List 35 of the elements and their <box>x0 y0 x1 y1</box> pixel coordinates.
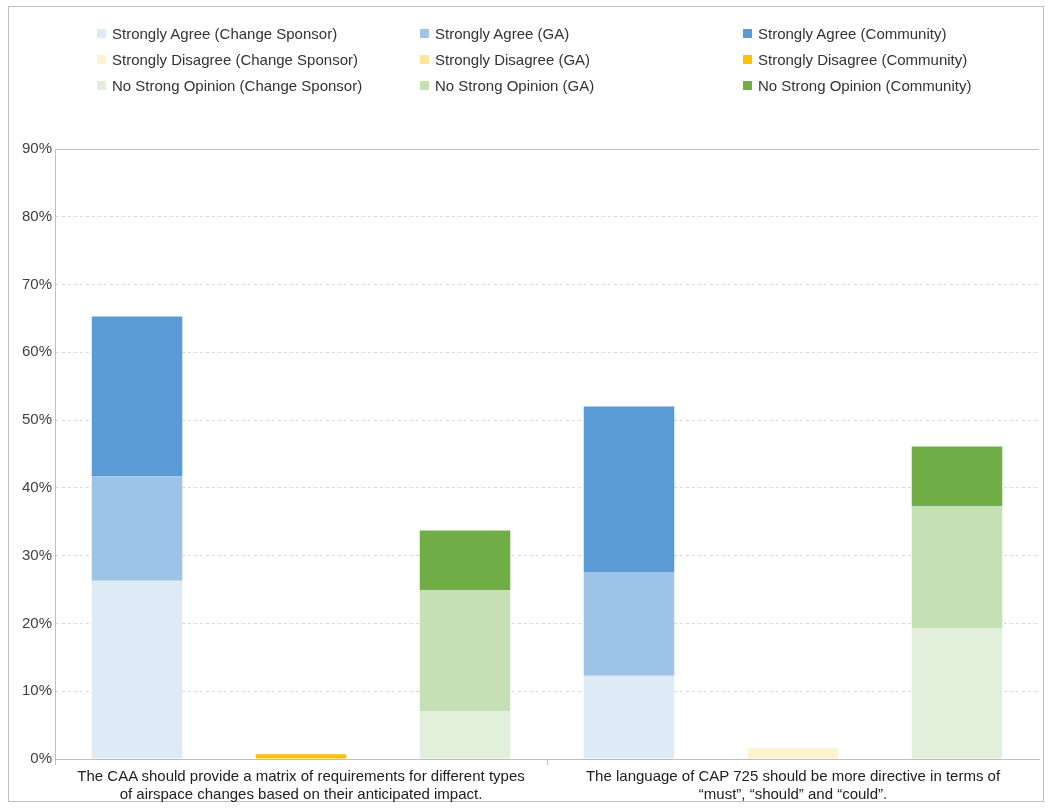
legend-label: Strongly Agree (Community) <box>758 25 947 42</box>
y-tick-label: 20% <box>21 613 53 631</box>
legend-label: No Strong Opinion (Community) <box>758 77 972 94</box>
y-tick-label: 70% <box>21 274 53 292</box>
legend-label: Strongly Agree (GA) <box>435 25 570 42</box>
bar <box>747 748 839 759</box>
legend-label: Strongly Disagree (Change Sponsor) <box>112 51 358 68</box>
bar <box>911 628 1003 759</box>
y-tick-label: 10% <box>21 681 53 699</box>
bar <box>911 446 1003 507</box>
y-tick-label: 60% <box>21 342 53 360</box>
bar <box>911 506 1003 629</box>
y-tick-label: 80% <box>21 206 53 224</box>
y-tick-label: 30% <box>21 545 53 563</box>
bar <box>255 754 347 759</box>
y-tick-label: 0% <box>30 749 53 767</box>
legend-label: Strongly Agree (Change Sponsor) <box>112 25 338 42</box>
bar <box>419 530 511 591</box>
bar <box>91 580 183 759</box>
bar <box>583 406 675 572</box>
y-tick-label: 50% <box>21 410 53 428</box>
bar <box>583 675 675 759</box>
legend-label: Strongly Disagree (GA) <box>435 51 591 68</box>
x-tick-label: The CAA should provide a matrix of requirements for different types of airspace changes based on their anticipated impact. <box>77 767 525 803</box>
bar <box>91 476 183 581</box>
legend-label: No Strong Opinion (Change Sponsor) <box>112 77 363 94</box>
legend-label: No Strong Opinion (GA) <box>435 77 595 94</box>
legend-label: Strongly Disagree (Community) <box>758 51 968 68</box>
bar <box>91 316 183 477</box>
bar <box>583 571 675 676</box>
y-tick-label: 40% <box>21 478 53 496</box>
x-tick-label: The language of CAP 725 should be more directive in terms of “must”, “should” and “could”. <box>585 767 1001 803</box>
y-tick-label: 90% <box>21 139 53 157</box>
bar <box>419 590 511 712</box>
bar <box>419 711 511 759</box>
